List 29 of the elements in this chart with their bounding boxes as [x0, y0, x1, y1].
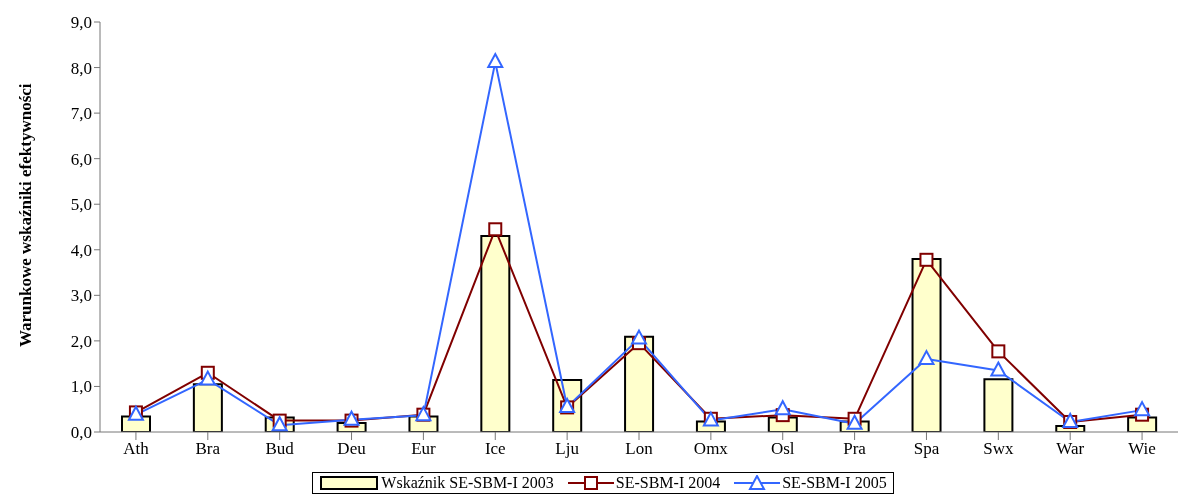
- x-tick-label: Bra: [195, 439, 221, 459]
- y-tick-label: 1,0: [70, 377, 92, 397]
- legend-label: SE-SBM-I 2005: [782, 474, 887, 492]
- x-tick-label: Ath: [123, 439, 150, 459]
- x-tick-label: Deu: [337, 439, 367, 459]
- x-tick-label: Eur: [411, 439, 437, 459]
- x-tick-label: Pra: [843, 439, 867, 459]
- y-axis-title: Warunkowe wskaźniki efektywności: [16, 83, 36, 347]
- y-tick-label: 7,0: [70, 104, 92, 124]
- x-tick-label: Lju: [555, 439, 580, 459]
- legend-label: Wskaźnik SE-SBM-I 2003: [381, 474, 554, 492]
- x-tick-label: War: [1056, 439, 1085, 459]
- y-tick-label: 5,0: [70, 195, 92, 215]
- x-tick-label: Lon: [625, 439, 654, 459]
- x-tick-label: Omx: [693, 439, 729, 459]
- y-tick-label: 4,0: [70, 240, 92, 260]
- x-tick-label: Spa: [913, 439, 940, 459]
- y-tick-label: 2,0: [70, 331, 92, 351]
- x-tick-label: Ice: [484, 439, 506, 459]
- x-tick-label: Wie: [1128, 439, 1156, 459]
- legend-label: SE-SBM-I 2004: [615, 474, 721, 492]
- x-tick-label: Osl: [770, 439, 795, 459]
- y-tick-label: 9,0: [70, 13, 92, 33]
- x-tick-label: Swx: [983, 439, 1014, 459]
- x-tick-label: Bud: [265, 439, 295, 459]
- y-tick-label: 6,0: [70, 149, 92, 169]
- y-tick-label: 3,0: [70, 286, 92, 306]
- y-tick-label: 8,0: [70, 58, 92, 78]
- y-tick-label: 0,0: [70, 423, 92, 443]
